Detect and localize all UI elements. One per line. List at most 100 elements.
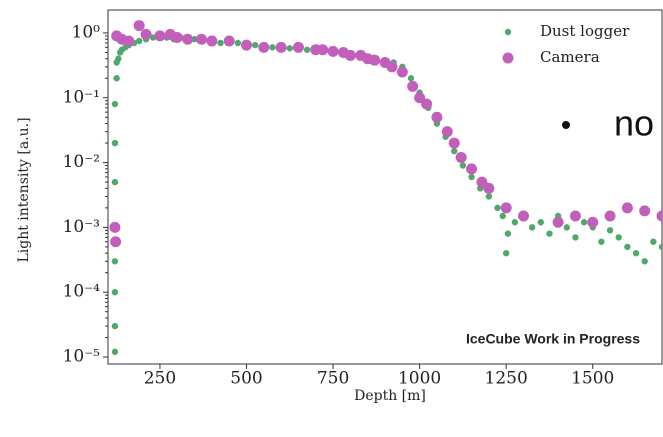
point	[223, 35, 235, 47]
legend-label: Camera	[540, 48, 600, 66]
legend-marker	[504, 28, 512, 36]
point	[639, 205, 651, 217]
point	[502, 249, 510, 257]
point	[154, 30, 166, 42]
point	[191, 36, 198, 43]
x-tick-label: 250	[144, 369, 176, 389]
point	[234, 39, 242, 47]
point	[604, 210, 616, 222]
point	[133, 20, 145, 32]
point	[580, 219, 588, 226]
point	[111, 100, 119, 108]
point	[656, 210, 662, 222]
x-tick-label: 500	[230, 369, 262, 389]
point	[111, 178, 119, 186]
point	[251, 41, 259, 49]
slide-text: no	[614, 103, 654, 144]
point	[275, 41, 287, 53]
point	[451, 147, 458, 155]
point	[658, 243, 662, 251]
point	[459, 162, 467, 169]
x-tick-label: 750	[317, 369, 349, 389]
point	[407, 80, 419, 92]
point	[217, 39, 224, 47]
point	[303, 46, 311, 53]
point	[615, 234, 622, 241]
point	[317, 44, 329, 56]
y-tick-label: 10⁻²	[63, 152, 100, 172]
point	[624, 243, 631, 251]
point	[466, 163, 478, 175]
point	[500, 202, 512, 214]
point	[641, 258, 648, 265]
point	[563, 224, 570, 231]
y-axis-label: Light intensity [a.u.]	[16, 117, 32, 262]
point	[537, 219, 545, 226]
point	[518, 210, 529, 222]
point	[468, 173, 475, 181]
x-tick-label: 1500	[571, 369, 614, 389]
legend-label: Dust logger	[540, 22, 630, 40]
plot-frame	[107, 9, 663, 365]
point	[111, 288, 119, 296]
point	[344, 49, 356, 61]
point	[386, 61, 398, 73]
y-tick-label: 10⁻⁵	[63, 347, 101, 367]
point	[504, 230, 512, 237]
point	[369, 54, 381, 66]
y-tick-label: 10⁰	[72, 22, 101, 42]
point	[111, 348, 119, 356]
point	[441, 126, 453, 138]
point	[258, 41, 270, 53]
point	[286, 45, 293, 52]
point	[269, 44, 276, 51]
y-tick-label: 10⁻¹	[63, 87, 100, 107]
point	[123, 35, 135, 47]
point	[327, 45, 339, 57]
point	[431, 111, 443, 123]
point	[113, 75, 120, 82]
point	[421, 98, 433, 110]
point	[485, 193, 493, 200]
point	[182, 33, 194, 45]
slide-bullet	[562, 121, 570, 129]
point	[511, 219, 519, 226]
point	[494, 204, 501, 212]
data-layer	[109, 20, 662, 356]
x-tick-label: 1250	[485, 369, 528, 389]
point	[171, 32, 183, 44]
point	[483, 182, 495, 194]
point	[528, 224, 536, 231]
point	[111, 139, 119, 147]
point	[621, 202, 633, 214]
point	[206, 35, 218, 47]
point	[111, 258, 119, 265]
y-tick-label: 10⁻³	[63, 217, 100, 237]
y-tick-label: 10⁻⁴	[63, 282, 101, 302]
point	[455, 151, 467, 163]
point	[569, 210, 581, 222]
point	[110, 236, 122, 248]
point	[407, 75, 415, 82]
point	[448, 137, 460, 149]
point	[598, 238, 605, 245]
point	[115, 55, 122, 62]
annotation: IceCube Work in Progress	[466, 331, 640, 347]
point	[195, 33, 207, 45]
point	[396, 66, 408, 78]
point	[587, 216, 599, 228]
point	[109, 221, 121, 233]
point	[606, 227, 614, 234]
x-tick-label: 1000	[398, 369, 441, 389]
point	[572, 234, 579, 241]
point	[111, 322, 119, 330]
point	[499, 212, 506, 220]
point	[546, 230, 553, 237]
x-axis-label: Depth [m]	[354, 388, 426, 404]
point	[140, 28, 152, 40]
point	[292, 41, 304, 53]
point	[632, 249, 640, 257]
point	[135, 37, 143, 45]
